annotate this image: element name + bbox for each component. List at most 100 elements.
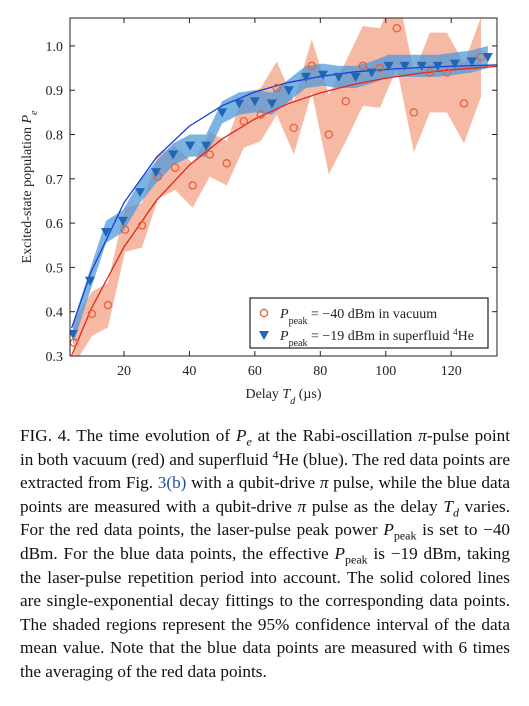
data-point (289, 123, 299, 133)
text-run: = −40 dBm in vacuum (307, 307, 437, 322)
data-point (416, 61, 427, 71)
data-point (350, 72, 361, 82)
caption-text: P (383, 520, 394, 540)
text-run: P (279, 329, 289, 344)
data-point (333, 72, 344, 82)
data-point (151, 168, 162, 178)
data-point (409, 108, 419, 117)
x-tick-label: 60 (248, 364, 262, 379)
data-point (205, 150, 214, 159)
text-run: d (290, 396, 296, 407)
fit-line (71, 64, 497, 329)
data-point (366, 68, 377, 78)
caption-text: T (443, 496, 453, 516)
x-tick-label: 40 (182, 364, 196, 379)
data-point (185, 141, 196, 151)
data-point (392, 23, 402, 33)
data-point (170, 163, 180, 172)
data-point (272, 83, 282, 93)
y-axis-label: Excited-state population Pe (20, 110, 40, 264)
data-point (283, 86, 294, 96)
confidence-band (73, 18, 481, 356)
text-run: 4 (453, 327, 458, 337)
caption-text: π (297, 496, 307, 516)
y-tick-label: 0.8 (46, 129, 64, 144)
caption-text: is set to −40 dBm. For the blue data poi… (20, 520, 511, 563)
legend-marker (259, 331, 269, 340)
text-run: Excited-state population (20, 124, 35, 264)
caption-text: with a qubit-drive (186, 473, 320, 493)
data-point (168, 150, 179, 160)
y-tick-label: 0.5 (46, 261, 64, 276)
data-point (442, 68, 452, 77)
legend-box (249, 297, 489, 349)
text-run: T (282, 387, 291, 402)
data-point (341, 97, 351, 106)
x-tick-label: 120 (441, 364, 462, 379)
fit-line (71, 65, 497, 356)
data-point (449, 59, 460, 69)
caption-text: at the Rabi-oscillation (251, 426, 419, 445)
caption-text: peak (345, 552, 368, 567)
x-axis-label: Delay Td (µs) (245, 387, 321, 407)
legend-label: Ppeak = −40 dBm in vacuum (279, 307, 437, 327)
data-point (383, 61, 394, 71)
data-point (135, 188, 146, 198)
data-point (217, 108, 228, 118)
data-point (222, 159, 231, 168)
caption-text: d (452, 505, 459, 520)
data-point (120, 225, 130, 234)
caption-text: FIG. 4. The time evolution of (20, 426, 236, 445)
caption-text: P (235, 426, 247, 445)
plot-area (70, 18, 497, 356)
caption-text: e (246, 434, 252, 449)
text-run: (µs) (295, 387, 322, 402)
data-point (103, 300, 113, 310)
caption-text: π (418, 426, 427, 445)
data-point (234, 99, 245, 109)
data-point (100, 227, 111, 237)
text-run: P (279, 307, 289, 322)
data-point (137, 221, 147, 230)
caption-text: He (blue). The red data points are extra… (20, 449, 510, 493)
data-point (84, 276, 95, 286)
caption-text: is −19 dBm, taking the laser-pulse repet… (20, 543, 510, 681)
legend-marker (259, 308, 269, 318)
y-tick-label: 0.9 (46, 84, 64, 99)
x-tick-label: 20 (117, 364, 131, 379)
x-tick-label: 80 (313, 364, 327, 379)
data-point (324, 130, 334, 139)
legend-label: Ppeak = −19 dBm in superfluid 4He (279, 327, 474, 349)
data-point (239, 116, 248, 126)
caption-text: peak (393, 528, 417, 543)
data-point (466, 57, 477, 67)
caption-text: π (319, 473, 329, 493)
plot-frame (69, 17, 498, 357)
data-point (266, 99, 277, 109)
x-tick-label: 100 (375, 364, 396, 379)
caption-text: 4 (272, 446, 279, 461)
caption-text: pulse, while the blue data points are me… (20, 473, 510, 516)
data-point (188, 181, 197, 190)
text-run: e (29, 110, 40, 115)
text-run: peak (289, 338, 308, 349)
caption-text[interactable]: 3(b) (157, 473, 187, 493)
caption-text: pulse as the delay (306, 496, 444, 516)
y-tick-label: 1.0 (46, 40, 64, 55)
y-tick-label: 0.6 (46, 217, 64, 232)
caption-text: P (334, 543, 346, 563)
data-point (358, 61, 368, 71)
data-point (317, 70, 328, 80)
confidence-band (72, 45, 488, 345)
text-run: Delay (245, 387, 282, 402)
data-point (307, 61, 317, 71)
y-tick-label: 0.4 (46, 306, 64, 321)
data-point (70, 329, 78, 339)
data-point (201, 141, 212, 151)
data-point (432, 61, 443, 71)
y-tick-label: 0.3 (46, 350, 64, 365)
data-point (482, 52, 493, 62)
data-point (375, 63, 385, 73)
data-point (476, 52, 486, 62)
